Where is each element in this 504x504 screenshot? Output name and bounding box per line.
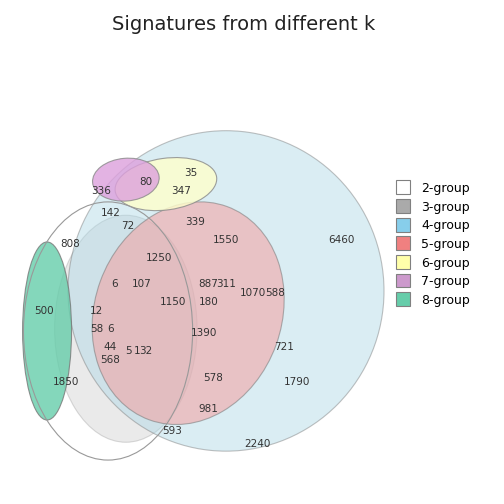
Ellipse shape <box>54 215 197 443</box>
Text: 5: 5 <box>125 346 132 356</box>
Text: 1790: 1790 <box>284 377 310 387</box>
Text: 142: 142 <box>100 208 120 218</box>
Text: 336: 336 <box>91 186 111 196</box>
Legend: 2-group, 3-group, 4-group, 5-group, 6-group, 7-group, 8-group: 2-group, 3-group, 4-group, 5-group, 6-gr… <box>393 178 474 310</box>
Text: 35: 35 <box>184 168 197 178</box>
Ellipse shape <box>23 242 72 420</box>
Text: 12: 12 <box>90 306 103 316</box>
Text: 1150: 1150 <box>159 297 186 307</box>
Text: 887: 887 <box>198 279 218 289</box>
Text: 1250: 1250 <box>146 253 172 263</box>
Text: 1850: 1850 <box>52 377 79 387</box>
Ellipse shape <box>68 131 384 451</box>
Text: 1550: 1550 <box>213 235 239 245</box>
Text: 58: 58 <box>90 324 103 334</box>
Ellipse shape <box>92 202 284 424</box>
Text: 808: 808 <box>60 239 80 249</box>
Text: 80: 80 <box>139 177 152 187</box>
Text: 44: 44 <box>104 342 117 352</box>
Text: 588: 588 <box>265 288 285 298</box>
Text: 981: 981 <box>198 404 218 414</box>
Text: 107: 107 <box>132 279 151 289</box>
Title: Signatures from different k: Signatures from different k <box>112 15 375 34</box>
Text: 6: 6 <box>107 324 113 334</box>
Text: 500: 500 <box>34 306 53 316</box>
Text: 311: 311 <box>216 279 236 289</box>
Text: 6460: 6460 <box>329 235 355 245</box>
Text: 180: 180 <box>198 297 218 307</box>
Text: 1070: 1070 <box>239 288 266 298</box>
Text: 32: 32 <box>139 346 153 356</box>
Text: 72: 72 <box>121 221 135 231</box>
Text: 1: 1 <box>134 346 140 356</box>
Text: 347: 347 <box>171 186 192 196</box>
Text: 2240: 2240 <box>244 439 270 450</box>
Text: 6: 6 <box>111 279 118 289</box>
Text: 1390: 1390 <box>191 328 217 338</box>
Ellipse shape <box>115 158 217 211</box>
Text: 578: 578 <box>203 373 223 383</box>
Text: 593: 593 <box>163 426 182 436</box>
Text: 721: 721 <box>274 342 294 352</box>
Text: 568: 568 <box>100 355 120 365</box>
Text: 339: 339 <box>185 217 205 227</box>
Ellipse shape <box>93 158 159 201</box>
